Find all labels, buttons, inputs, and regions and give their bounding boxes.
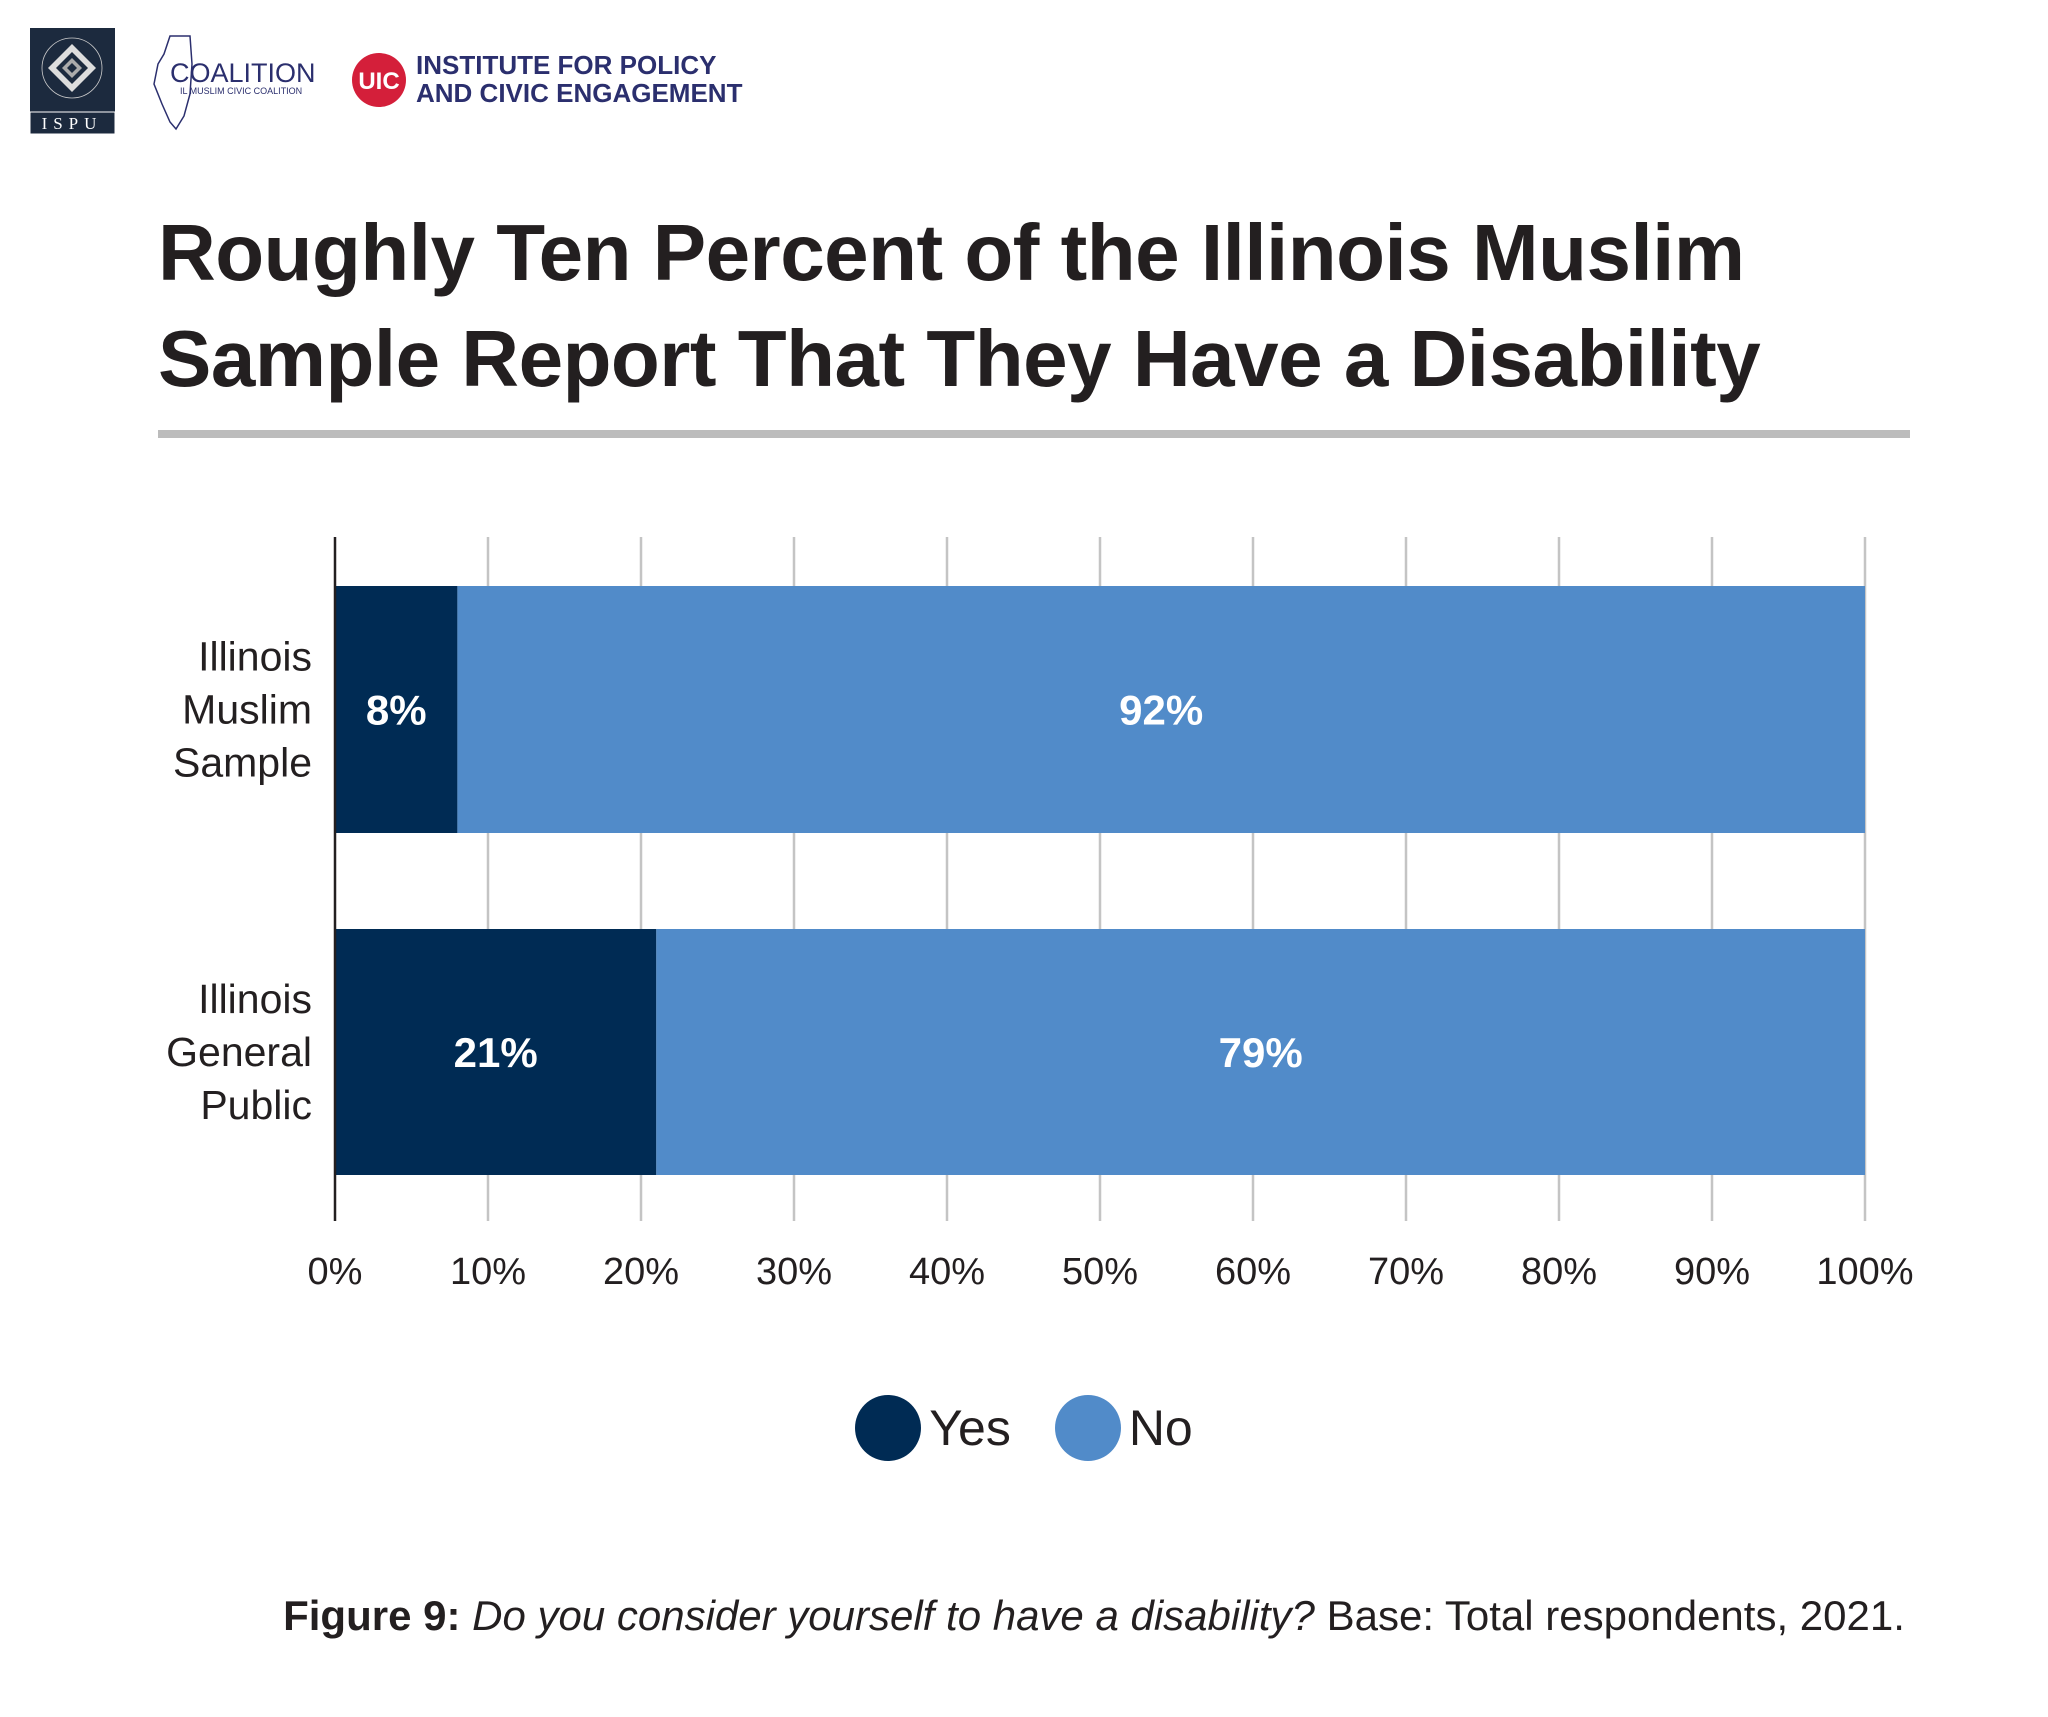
bar-data-label: 79% xyxy=(1219,1029,1303,1076)
caption-base: Base: Total respondents, 2021. xyxy=(1314,1592,1905,1639)
bar-yes xyxy=(335,586,458,833)
title-divider xyxy=(158,430,1910,438)
title-line: Sample Report That They Have a Disabilit… xyxy=(158,314,1761,403)
x-tick-label: 70% xyxy=(1368,1251,1444,1293)
legend-label-no: No xyxy=(1128,1400,1193,1456)
bar-chart: 0% 10% 20% 30% 40% 50% 60% 70% 80% 90% 100% 8% 92% Il… xyxy=(166,537,1914,1293)
svg-text:UIC: UIC xyxy=(358,68,399,95)
legend: Yes No xyxy=(0,1395,2048,1461)
ispu-logo: ISPU xyxy=(30,28,116,134)
bar-data-label: 8% xyxy=(366,687,427,734)
x-tick-label: 0% xyxy=(308,1251,363,1293)
legend-swatch-no xyxy=(1054,1395,1121,1461)
category-label: Muslim xyxy=(182,687,312,733)
category-label: Public xyxy=(200,1082,312,1128)
category-label: General xyxy=(166,1029,312,1075)
svg-text:INSTITUTE FOR POLICY: INSTITUTE FOR POLICY xyxy=(416,50,716,80)
svg-text:IL MUSLIM CIVIC COALITION: IL MUSLIM CIVIC COALITION xyxy=(180,86,302,96)
chart-title: Roughly Ten Percent of the Illinois Musl… xyxy=(158,200,1761,412)
bar-data-label: 21% xyxy=(454,1029,538,1076)
figure-caption: Figure 9: Do you consider yourself to ha… xyxy=(0,1592,2048,1640)
caption-question: Do you consider yourself to have a disab… xyxy=(472,1592,1315,1639)
caption-label: Figure 9: xyxy=(283,1592,461,1639)
uic-logo: UIC INSTITUTE FOR POLICY AND CIVIC ENGAG… xyxy=(352,50,743,108)
category-label: Sample xyxy=(173,740,312,786)
svg-text:ISPU: ISPU xyxy=(42,114,103,133)
bar-yes xyxy=(335,929,657,1175)
x-tick-label: 50% xyxy=(1062,1251,1138,1293)
x-tick-label: 100% xyxy=(1816,1251,1913,1293)
coalition-logo: COALITION IL MUSLIM CIVIC COALITION xyxy=(153,35,316,131)
x-tick-label: 60% xyxy=(1215,1251,1291,1293)
x-tick-label: 90% xyxy=(1674,1251,1750,1293)
legend-item-yes: Yes xyxy=(855,1395,1011,1461)
x-tick-label: 30% xyxy=(756,1251,832,1293)
category-label: Illinois xyxy=(198,634,312,680)
x-tick-label: 80% xyxy=(1521,1251,1597,1293)
x-tick-label: 10% xyxy=(450,1251,526,1293)
category-label: Illinois xyxy=(198,976,312,1022)
title-line: Roughly Ten Percent of the Illinois Musl… xyxy=(158,208,1745,297)
legend-label-yes: Yes xyxy=(929,1400,1011,1456)
x-tick-label: 40% xyxy=(909,1251,985,1293)
legend-item-no: No xyxy=(1054,1395,1193,1461)
svg-text:COALITION: COALITION xyxy=(170,58,316,88)
legend-swatch-yes xyxy=(855,1395,922,1461)
x-tick-label: 20% xyxy=(603,1251,679,1293)
bar-data-label: 92% xyxy=(1119,687,1203,734)
svg-text:AND CIVIC ENGAGEMENT: AND CIVIC ENGAGEMENT xyxy=(416,78,743,108)
bar-no xyxy=(457,586,1865,833)
bar-no xyxy=(656,929,1865,1175)
